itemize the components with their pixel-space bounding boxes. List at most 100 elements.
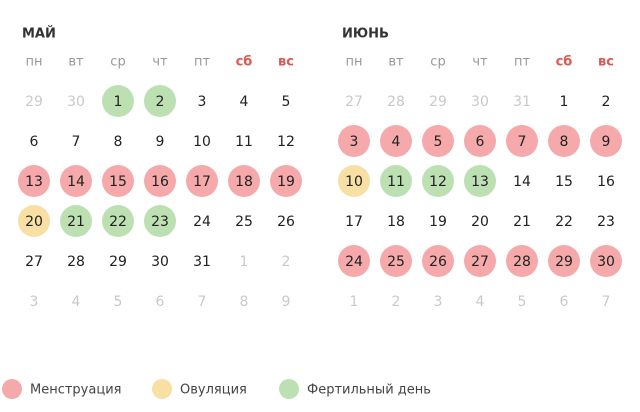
day-marker bbox=[60, 165, 92, 197]
weekday: пт bbox=[514, 55, 530, 70]
day-number[interactable]: 5 bbox=[282, 94, 291, 110]
day-number[interactable]: 26 bbox=[429, 254, 447, 270]
day-number[interactable]: 23 bbox=[597, 214, 615, 230]
weekday: ср bbox=[430, 55, 445, 70]
day-number[interactable]: 12 bbox=[277, 134, 295, 150]
legend-label: Менструация bbox=[30, 383, 121, 398]
weekday: пн bbox=[26, 55, 43, 70]
legend-swatch bbox=[152, 379, 172, 399]
day-number[interactable]: 3 bbox=[198, 94, 207, 110]
day-number: 9 bbox=[282, 294, 291, 310]
day-number[interactable]: 4 bbox=[240, 94, 249, 110]
day-number[interactable]: 22 bbox=[555, 214, 573, 230]
weekday: вс bbox=[598, 55, 614, 70]
day-number[interactable]: 26 bbox=[277, 214, 295, 230]
day-number[interactable]: 24 bbox=[193, 214, 211, 230]
day-number: 29 bbox=[429, 94, 447, 110]
day-number[interactable]: 2 bbox=[156, 94, 165, 110]
day-number[interactable]: 9 bbox=[156, 134, 165, 150]
day-marker bbox=[422, 165, 454, 197]
day-number[interactable]: 25 bbox=[235, 214, 253, 230]
day-marker bbox=[338, 165, 370, 197]
day-number[interactable]: 28 bbox=[67, 254, 85, 270]
day-number[interactable]: 16 bbox=[151, 174, 169, 190]
day-number[interactable]: 18 bbox=[387, 214, 405, 230]
day-number: 27 bbox=[345, 94, 363, 110]
day-marker bbox=[380, 125, 412, 157]
day-number[interactable]: 1 bbox=[114, 94, 123, 110]
day-marker bbox=[228, 165, 260, 197]
day-number[interactable]: 13 bbox=[25, 174, 43, 190]
day-number[interactable]: 13 bbox=[471, 174, 489, 190]
day-number[interactable]: 5 bbox=[434, 134, 443, 150]
day-number[interactable]: 6 bbox=[30, 134, 39, 150]
weekday: сб bbox=[556, 55, 573, 70]
day-marker bbox=[144, 165, 176, 197]
day-number[interactable]: 20 bbox=[25, 214, 43, 230]
day-number: 5 bbox=[114, 294, 123, 310]
day-number: 5 bbox=[518, 294, 527, 310]
weekday: пн bbox=[346, 55, 363, 70]
day-number[interactable]: 17 bbox=[193, 174, 211, 190]
day-number[interactable]: 15 bbox=[109, 174, 127, 190]
day-number[interactable]: 11 bbox=[387, 174, 405, 190]
day-number[interactable]: 11 bbox=[235, 134, 253, 150]
day-number[interactable]: 20 bbox=[471, 214, 489, 230]
day-number: 7 bbox=[198, 294, 207, 310]
day-number[interactable]: 23 bbox=[151, 214, 169, 230]
day-number[interactable]: 22 bbox=[109, 214, 127, 230]
day-marker bbox=[380, 165, 412, 197]
day-marker bbox=[590, 125, 622, 157]
day-number[interactable]: 7 bbox=[518, 134, 527, 150]
day-marker bbox=[464, 245, 496, 277]
day-number[interactable]: 19 bbox=[429, 214, 447, 230]
day-number[interactable]: 21 bbox=[67, 214, 85, 230]
month-title: МАЙ bbox=[22, 26, 56, 42]
day-number[interactable]: 28 bbox=[513, 254, 531, 270]
day-marker bbox=[464, 125, 496, 157]
day-number[interactable]: 10 bbox=[345, 174, 363, 190]
day-number[interactable]: 31 bbox=[193, 254, 211, 270]
day-number[interactable]: 27 bbox=[25, 254, 43, 270]
day-number[interactable]: 24 bbox=[345, 254, 363, 270]
day-marker bbox=[18, 165, 50, 197]
day-number: 3 bbox=[434, 294, 443, 310]
day-number: 29 bbox=[25, 94, 43, 110]
day-number: 30 bbox=[471, 94, 489, 110]
weekday: чт bbox=[152, 55, 168, 70]
day-marker bbox=[548, 245, 580, 277]
day-number[interactable]: 8 bbox=[560, 134, 569, 150]
day-number[interactable]: 18 bbox=[235, 174, 253, 190]
day-number[interactable]: 8 bbox=[114, 134, 123, 150]
day-number[interactable]: 9 bbox=[602, 134, 611, 150]
day-number[interactable]: 15 bbox=[555, 174, 573, 190]
day-number[interactable]: 14 bbox=[513, 174, 531, 190]
day-number[interactable]: 1 bbox=[560, 94, 569, 110]
day-marker bbox=[464, 165, 496, 197]
day-number[interactable]: 6 bbox=[476, 134, 485, 150]
day-marker bbox=[422, 125, 454, 157]
day-number[interactable]: 19 bbox=[277, 174, 295, 190]
day-number[interactable]: 30 bbox=[597, 254, 615, 270]
day-number: 30 bbox=[67, 94, 85, 110]
day-number[interactable]: 30 bbox=[151, 254, 169, 270]
day-number[interactable]: 25 bbox=[387, 254, 405, 270]
day-number[interactable]: 29 bbox=[555, 254, 573, 270]
day-number[interactable]: 27 bbox=[471, 254, 489, 270]
weekday: ср bbox=[110, 55, 125, 70]
day-number[interactable]: 21 bbox=[513, 214, 531, 230]
day-number[interactable]: 12 bbox=[429, 174, 447, 190]
day-number[interactable]: 14 bbox=[67, 174, 85, 190]
day-number: 1 bbox=[240, 254, 249, 270]
day-number[interactable]: 4 bbox=[392, 134, 401, 150]
day-number[interactable]: 17 bbox=[345, 214, 363, 230]
day-number[interactable]: 10 bbox=[193, 134, 211, 150]
weekday: чт bbox=[472, 55, 488, 70]
day-number: 4 bbox=[72, 294, 81, 310]
day-number[interactable]: 3 bbox=[350, 134, 359, 150]
day-number[interactable]: 29 bbox=[109, 254, 127, 270]
day-number[interactable]: 2 bbox=[602, 94, 611, 110]
weekday: вт bbox=[388, 55, 404, 70]
day-number[interactable]: 16 bbox=[597, 174, 615, 190]
day-number[interactable]: 7 bbox=[72, 134, 81, 150]
